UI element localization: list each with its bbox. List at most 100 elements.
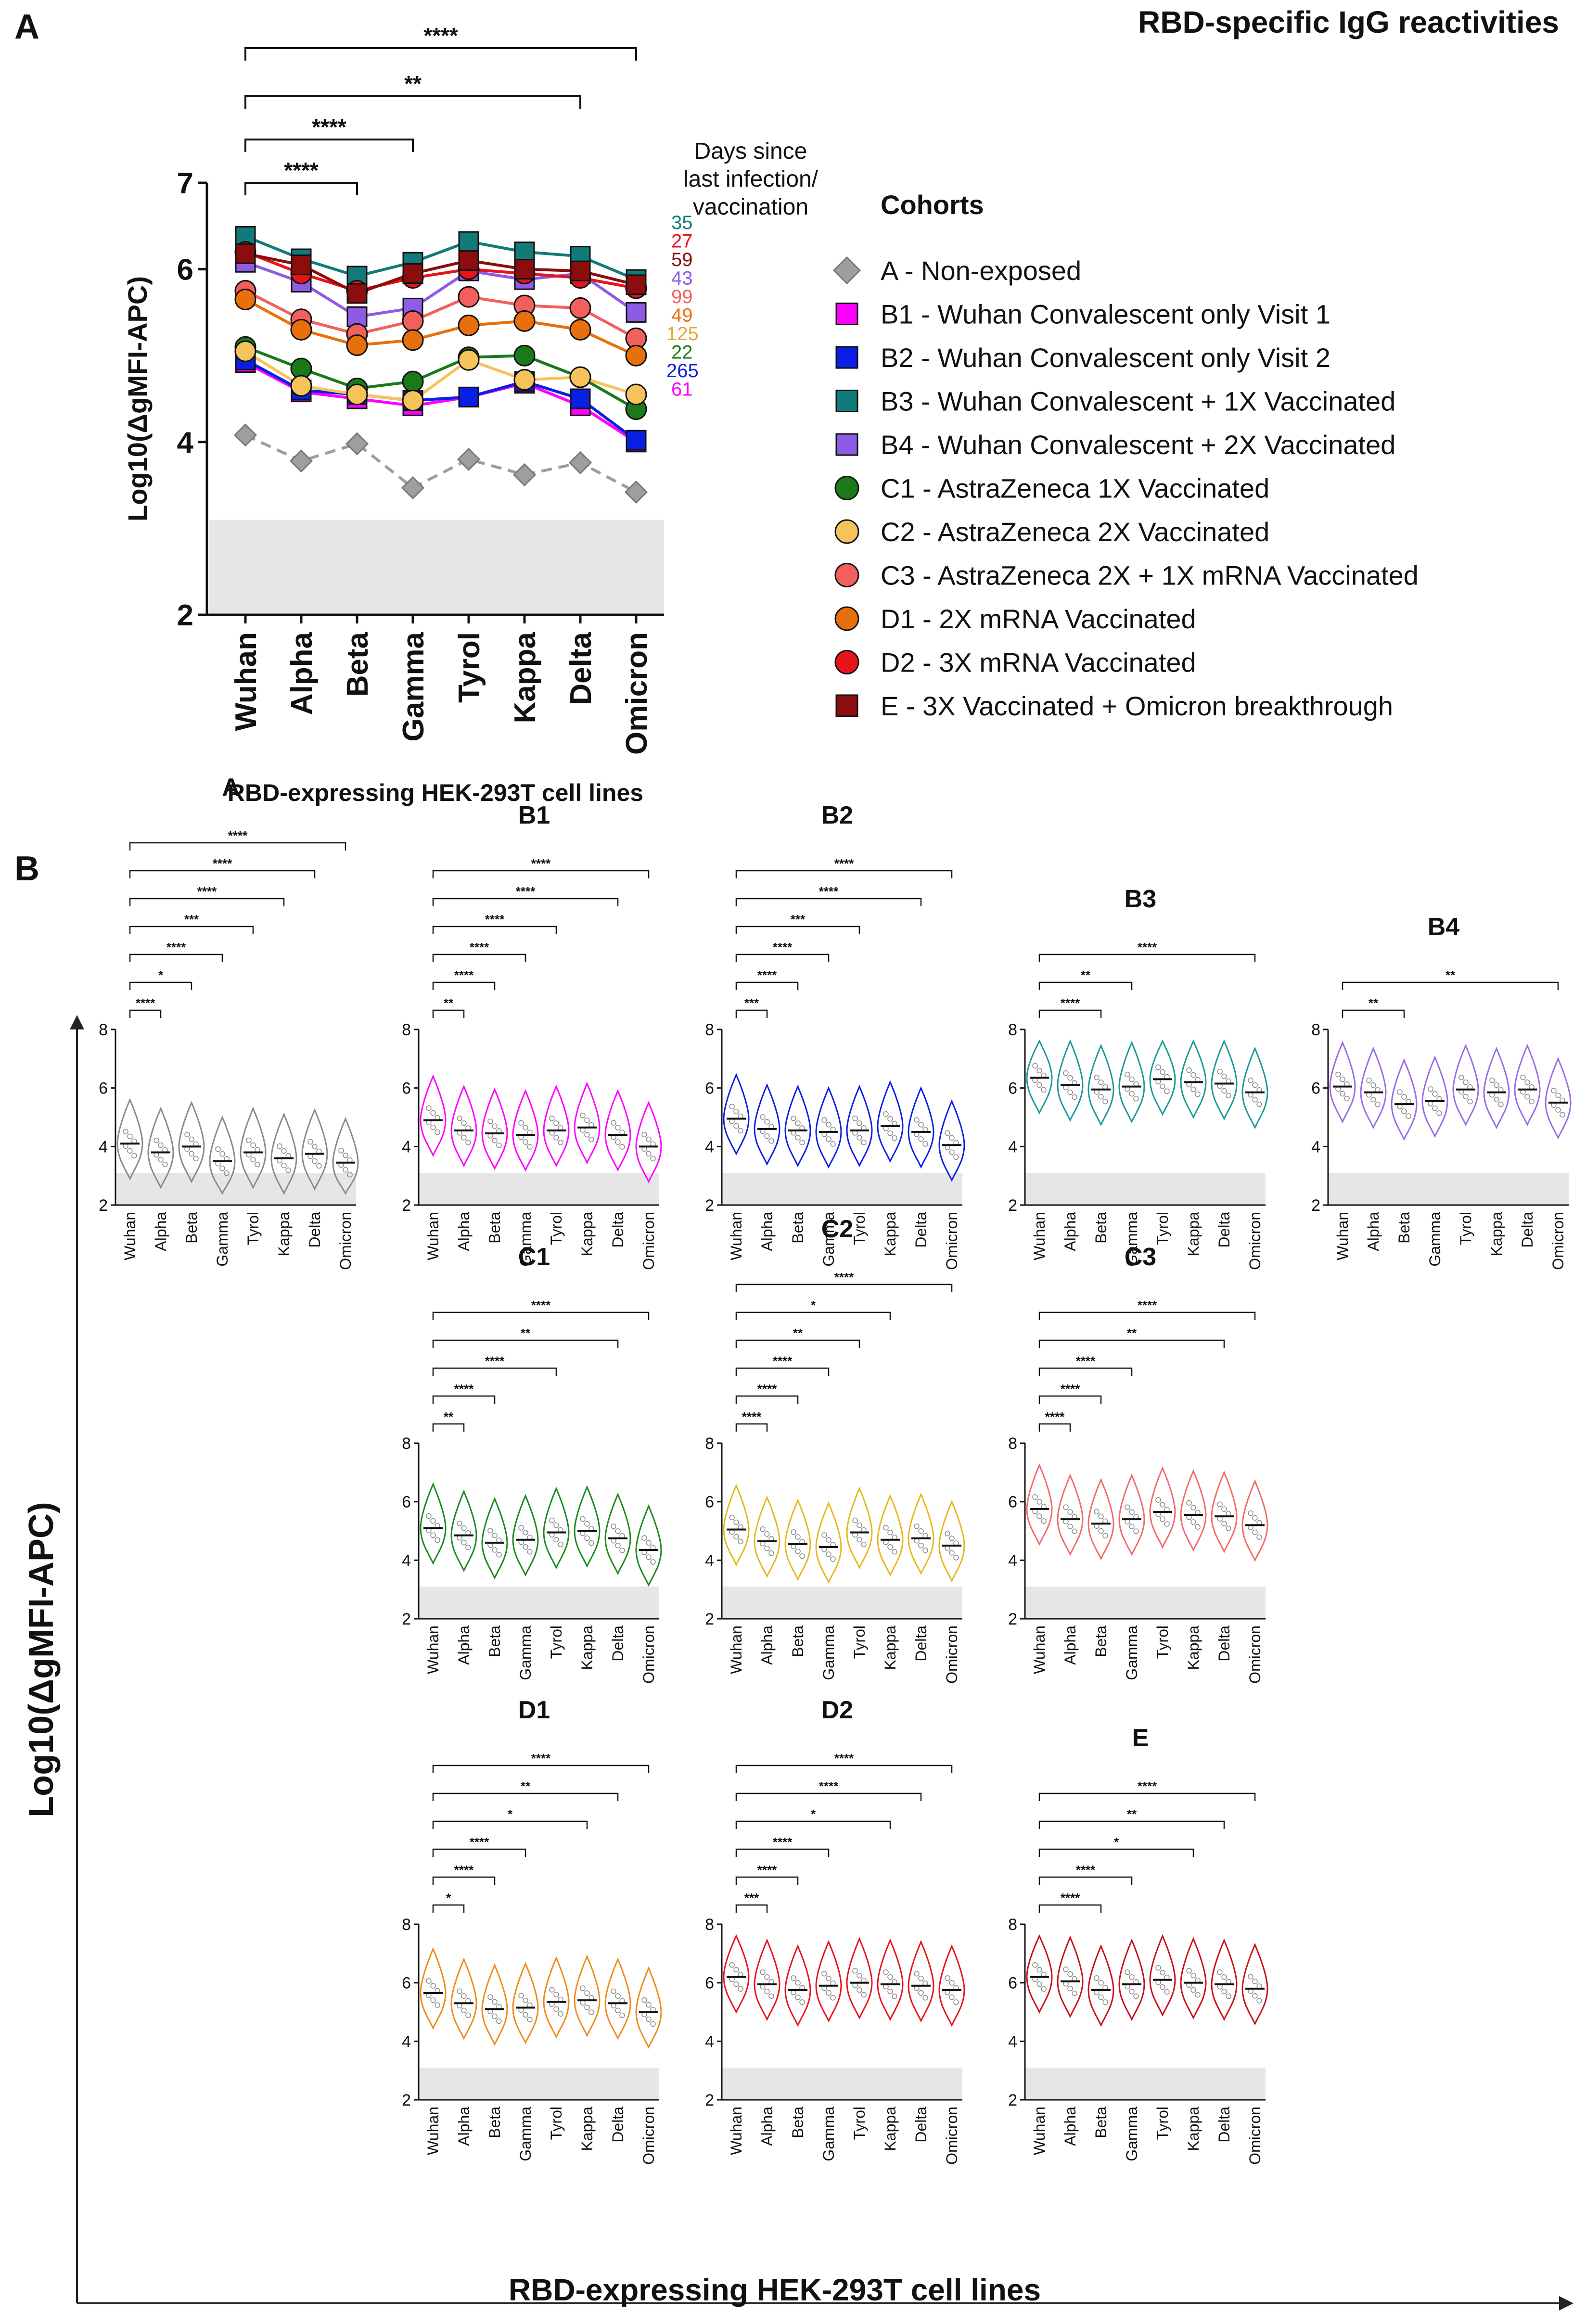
violin-x-tick-label: Omicron (337, 1212, 354, 1270)
violin-data-point (1226, 1525, 1231, 1531)
violin-significance-bracket (735, 1283, 953, 1292)
violin-data-point (285, 1167, 291, 1173)
violin-data-point (826, 1136, 831, 1142)
violin-data-point (131, 1153, 137, 1158)
violin-data-point (1217, 1501, 1223, 1507)
legend-label-C3: C3 - AstraZeneca 2X + 1X mRNA Vaccinated (881, 560, 1419, 591)
violin-data-point (1248, 1974, 1253, 1980)
violin-data-point (764, 1133, 770, 1139)
violin-shape (332, 1117, 359, 1195)
violin-data-point (1160, 1069, 1165, 1075)
legend-label-B2: B2 - Wuhan Convalescent only Visit 2 (881, 343, 1330, 373)
violin-significance-label: **** (773, 940, 793, 954)
violin-data-point (1256, 1998, 1262, 2004)
violin-data-point (189, 1136, 194, 1143)
violin-significance-label: **** (834, 1751, 854, 1765)
violin-x-tick-label: Tyrol (1457, 1212, 1474, 1245)
violin-significance-label: ** (1127, 1326, 1137, 1340)
violin-data-point (426, 1513, 432, 1519)
violin-data-point (461, 1120, 467, 1126)
violin-data-point (430, 1997, 436, 2003)
violin-data-point (733, 1981, 739, 1987)
violin-data-point (1406, 1113, 1411, 1119)
violin-significance-bracket (735, 1395, 799, 1404)
violin-shape (815, 1501, 842, 1584)
violin-data-point (1102, 1999, 1108, 2005)
data-point-B2 (570, 388, 591, 409)
violin-y-tick-label: 4 (402, 1138, 411, 1156)
violin-significance-bracket (735, 1792, 922, 1801)
violin-data-point (123, 1129, 128, 1134)
violin-shape (574, 1485, 601, 1568)
data-point-C3 (569, 297, 591, 319)
days-value-label: 99 (671, 286, 693, 307)
y-axis-label: Log10(ΔgMFI-APC) (122, 276, 153, 521)
x-tick-label: Omicron (620, 632, 653, 755)
violin-data-point (496, 1552, 502, 1558)
violin-significance-label: **** (834, 856, 854, 871)
violin-x-tick-label: Kappa (1185, 1626, 1202, 1670)
data-point-C2 (513, 368, 536, 391)
figure-title: RBD-specific IgG reactivities (1138, 5, 1559, 39)
violin-data-point (1190, 1987, 1196, 1993)
violin-significance-bracket (735, 1009, 768, 1018)
violin-data-point (1098, 1528, 1104, 1534)
violin-significance-bracket (432, 1904, 465, 1913)
violin-data-point (553, 2006, 559, 2012)
violin-data-point (343, 1167, 348, 1173)
violin-data-point (1221, 1506, 1227, 1512)
violin-y-tick-label: 8 (1008, 1916, 1017, 1934)
violin-significance-bracket (432, 1792, 619, 1801)
violin-shape (754, 1083, 780, 1166)
violin-data-point (523, 1125, 528, 1130)
legend-label-D2: D2 - 3X mRNA Vaccinated (881, 648, 1196, 678)
violin-x-tick-label: Gamma (820, 1626, 837, 1680)
violin-data-point (887, 1530, 893, 1536)
violin-shaded-region (1025, 1587, 1266, 1619)
violin-shape (938, 1499, 965, 1583)
violin-data-point (549, 1517, 555, 1524)
violin-significance-bracket (735, 870, 953, 878)
violin-significance-label: * (508, 1807, 513, 1821)
days-value-label: 59 (671, 249, 693, 270)
legend-marker-A (832, 256, 861, 285)
violin-panel-title: D1 (518, 1696, 550, 1724)
days-since-label: last infection/ (683, 166, 819, 192)
violin-shape (815, 1940, 842, 2023)
violin-data-point (791, 1529, 796, 1535)
violin-significance-label: **** (470, 1835, 489, 1849)
violin-x-tick-label: Delta (306, 1212, 323, 1248)
violin-significance-label: **** (1076, 1354, 1096, 1368)
violin-x-tick-label: Wuhan (1031, 2107, 1048, 2155)
violin-shape (178, 1101, 205, 1183)
violin-shape (420, 1074, 447, 1157)
violin-data-point (527, 1144, 533, 1150)
violin-x-tick-label: Omicron (1246, 1212, 1264, 1270)
violin-data-point (553, 1992, 559, 1997)
violin-significance-label: * (811, 1298, 816, 1312)
violin-shape (543, 1084, 570, 1168)
violin-significance-bracket (432, 898, 619, 906)
violin-data-point (1094, 1975, 1100, 1981)
x-axis-label: RBD-expressing HEK-293T cell lines (228, 779, 643, 806)
violin-data-point (1551, 1088, 1557, 1093)
violin-data-point (1160, 1516, 1165, 1522)
violin-x-tick-label: Tyrol (851, 2107, 868, 2140)
violin-data-point (316, 1163, 322, 1169)
violin-data-point (1555, 1107, 1561, 1113)
violin-x-tick-label: Beta (1092, 2107, 1110, 2138)
violin-shape (635, 1966, 662, 2049)
y-tick-label: 7 (177, 167, 193, 200)
violin-data-point (580, 1516, 586, 1522)
violin-x-tick-label: Delta (1215, 2107, 1233, 2143)
violin-significance-bracket (1038, 1395, 1102, 1404)
violin-significance-bracket (129, 1009, 162, 1018)
violin-data-point (1401, 1094, 1407, 1100)
violin-x-tick-label: Omicron (943, 1212, 960, 1270)
data-point-C2 (625, 383, 647, 406)
violin-data-point (615, 1542, 621, 1549)
data-point-A (345, 432, 369, 456)
violin-x-tick-label: Delta (912, 1212, 930, 1248)
violin-shaded-region (1025, 1173, 1266, 1205)
